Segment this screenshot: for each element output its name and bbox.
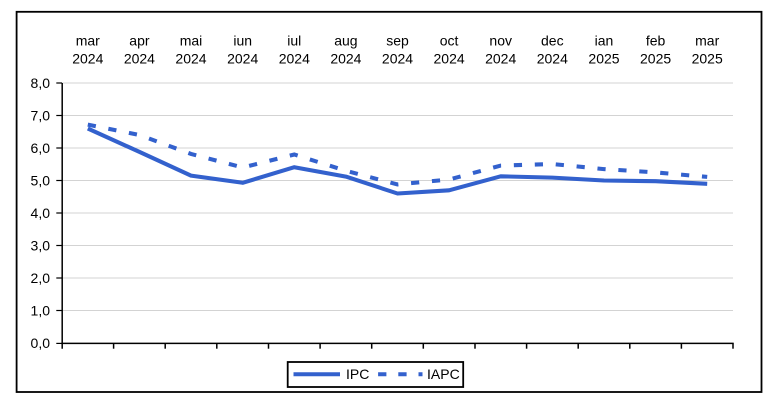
svg-text:3,0: 3,0	[31, 237, 51, 253]
svg-text:sep: sep	[386, 33, 409, 49]
svg-text:mar: mar	[695, 33, 719, 49]
svg-text:IPC: IPC	[346, 366, 369, 382]
svg-text:2024: 2024	[72, 51, 103, 67]
svg-text:aug: aug	[334, 33, 357, 49]
svg-text:0,0: 0,0	[31, 335, 51, 351]
svg-text:iun: iun	[233, 33, 252, 49]
svg-text:mai: mai	[180, 33, 203, 49]
svg-text:2025: 2025	[588, 51, 619, 67]
svg-text:IAPC: IAPC	[427, 366, 460, 382]
svg-text:dec: dec	[541, 33, 564, 49]
svg-text:nov: nov	[489, 33, 512, 49]
svg-text:1,0: 1,0	[31, 302, 51, 318]
svg-text:7,0: 7,0	[31, 107, 51, 123]
svg-text:2024: 2024	[537, 51, 568, 67]
svg-text:2024: 2024	[330, 51, 361, 67]
svg-text:2024: 2024	[279, 51, 310, 67]
svg-text:2024: 2024	[227, 51, 258, 67]
svg-text:mar: mar	[76, 33, 100, 49]
svg-text:feb: feb	[646, 33, 666, 49]
svg-text:ian: ian	[595, 33, 614, 49]
svg-text:6,0: 6,0	[31, 140, 51, 156]
svg-text:2024: 2024	[485, 51, 516, 67]
svg-text:2,0: 2,0	[31, 270, 51, 286]
svg-text:2024: 2024	[124, 51, 155, 67]
svg-text:2024: 2024	[434, 51, 465, 67]
svg-text:2025: 2025	[692, 51, 723, 67]
svg-text:2024: 2024	[382, 51, 413, 67]
svg-text:2024: 2024	[175, 51, 206, 67]
svg-text:iul: iul	[287, 33, 301, 49]
svg-text:oct: oct	[440, 33, 459, 49]
svg-text:apr: apr	[129, 33, 150, 49]
svg-text:4,0: 4,0	[31, 205, 51, 221]
svg-text:8,0: 8,0	[31, 75, 51, 91]
svg-text:5,0: 5,0	[31, 172, 51, 188]
svg-text:2025: 2025	[640, 51, 671, 67]
